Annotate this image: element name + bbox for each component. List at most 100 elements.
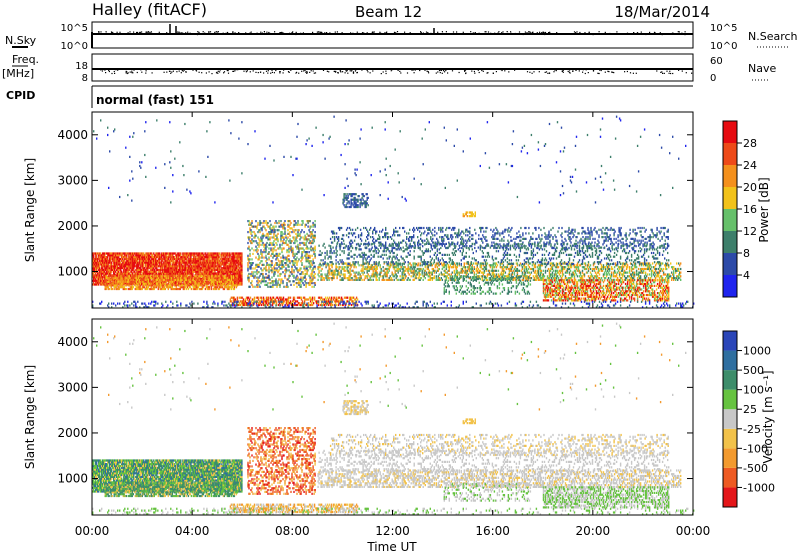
power-cell [237, 276, 239, 279]
power-cell [155, 284, 157, 287]
power-cell [150, 272, 152, 275]
power-cell [351, 300, 354, 303]
power-cell [169, 265, 171, 268]
power-cell [101, 267, 103, 270]
power-cell [248, 298, 251, 301]
power-cell [297, 231, 299, 234]
power-cell [330, 296, 333, 299]
power-cell [165, 252, 167, 255]
power-cell [219, 286, 222, 289]
power-cell [314, 225, 316, 228]
power-cell [241, 254, 243, 257]
power-cell [195, 287, 198, 291]
power-cell [266, 262, 268, 265]
nave-point [611, 71, 613, 73]
power-cell [157, 284, 159, 287]
nsky-point [684, 34, 686, 36]
power-cell [133, 270, 135, 273]
nsearch-tick-top: 10^5 [710, 23, 737, 34]
power-cell [171, 252, 173, 255]
power-cell [323, 303, 326, 307]
power-cell [306, 247, 308, 250]
power-cell [145, 257, 147, 261]
nave-point [305, 71, 307, 73]
power-cell [225, 278, 228, 281]
power-cell [303, 238, 305, 241]
nave-point [233, 70, 235, 72]
power-cell [186, 272, 188, 275]
power-cell [221, 274, 223, 277]
power-cell [271, 249, 273, 252]
power-cell [188, 254, 190, 257]
power-cell [241, 259, 243, 262]
power-cell [106, 280, 108, 283]
power-cell [250, 267, 252, 270]
power-cell [106, 259, 108, 262]
power-cell [130, 254, 132, 257]
nsky-point [473, 33, 475, 35]
power-cell [252, 252, 254, 255]
power-cell [100, 277, 102, 281]
power-cell [275, 269, 277, 272]
power-cell [258, 276, 260, 279]
power-cell [117, 268, 119, 271]
power-cell [293, 238, 295, 241]
power-cell [193, 263, 195, 266]
nsky-label: N.Sky [5, 34, 37, 47]
power-cell [131, 278, 133, 281]
nsky-point [686, 33, 688, 35]
nave-point [252, 70, 254, 72]
power-cell [169, 268, 171, 271]
power-cell [102, 279, 104, 282]
power-cell [227, 284, 230, 287]
nsky-point [420, 31, 422, 33]
power-cell [281, 302, 284, 305]
nave-point [257, 72, 259, 74]
power-cell [161, 275, 163, 278]
power-cell [190, 256, 192, 259]
power-cell [313, 296, 316, 299]
power-cell [95, 256, 97, 259]
power-cell [187, 263, 189, 266]
power-cell [309, 263, 311, 266]
power-cell [177, 287, 179, 291]
power-cell [276, 267, 278, 270]
power-cell [136, 252, 138, 255]
power-cell [196, 277, 199, 280]
power-cell [310, 241, 312, 245]
power-cell [184, 286, 187, 289]
power-cell [294, 265, 296, 268]
nsky-point [117, 33, 119, 36]
power-cell [217, 272, 219, 275]
power-cell [236, 298, 239, 301]
nsky-point [502, 31, 504, 33]
power-cell [331, 303, 334, 307]
power-cell [95, 254, 97, 257]
power-cell [252, 240, 254, 243]
power-cell [241, 268, 243, 271]
power-cell [158, 284, 160, 287]
power-cell [249, 249, 251, 252]
power-cell [185, 256, 187, 259]
power-cell [155, 254, 157, 257]
power-cell [315, 300, 318, 303]
power-cell [242, 298, 245, 301]
power-cell [102, 267, 104, 270]
power-cell [171, 265, 173, 268]
power-cell [213, 257, 215, 261]
power-cell [179, 278, 181, 281]
power-cell [302, 278, 304, 281]
nave-point [279, 71, 281, 73]
power-cell [126, 263, 128, 266]
power-cell [290, 283, 292, 286]
power-cell [141, 270, 143, 273]
nave-point [172, 70, 174, 72]
power-cell [200, 275, 203, 278]
power-cell [274, 280, 276, 283]
power-cell [234, 278, 237, 281]
power-cell [293, 256, 295, 259]
power-cell [258, 283, 260, 286]
power-cell [104, 286, 106, 289]
power-cell [228, 287, 231, 291]
power-cell [223, 272, 225, 275]
